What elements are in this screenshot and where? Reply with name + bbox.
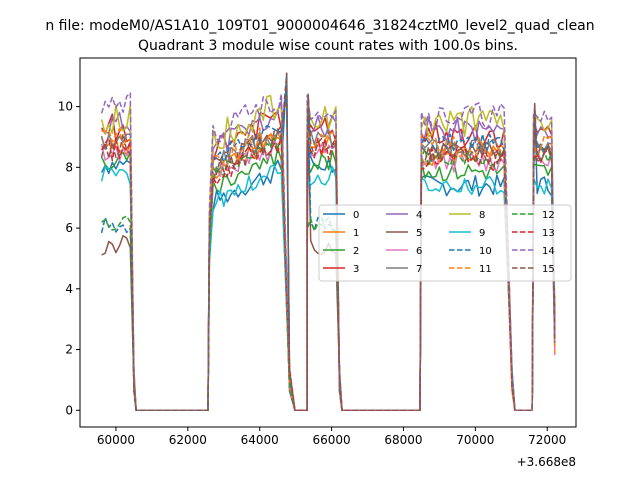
x-tick-label: 66000 [313,433,351,447]
series-line-10 [100,84,556,412]
y-tick-label: 4 [65,282,73,296]
legend-label: 5 [416,228,422,239]
legend-label: 7 [416,264,422,275]
x-tick-label: 64000 [241,433,279,447]
legend-label: 3 [353,264,359,275]
series-line-0 [100,72,556,412]
x-offset-label: +3.668e8 [517,455,576,469]
x-tick-label: 62000 [169,433,207,447]
x-axis: 60000 62000 64000 66000 68000 70000 72000 [97,427,566,447]
legend-label: 8 [479,210,485,221]
chart-title: Quadrant 3 module wise count rates with … [138,38,518,54]
y-tick-label: 8 [65,160,73,174]
series-line-9 [100,164,556,412]
legend-label: 6 [416,246,422,257]
y-axis: 0 2 4 6 8 10 [58,100,80,417]
series-layer [100,72,556,412]
series-line-15 [100,72,556,412]
legend-label: 2 [353,246,359,257]
series-line-13 [100,133,556,412]
y-tick-label: 10 [58,100,73,114]
axes-frame [79,57,577,428]
legend-label: 10 [479,246,492,257]
legend-label: 14 [542,246,555,257]
legend-box [318,204,572,282]
legend-label: 4 [416,210,422,221]
x-tick-label: 72000 [528,433,566,447]
legend-label: 9 [479,228,485,239]
legend-label: 12 [542,210,555,221]
series-line-14 [100,92,556,412]
y-tick-label: 2 [65,343,73,357]
legend-label: 0 [353,210,359,221]
y-tick-label: 0 [65,403,73,417]
x-tick-label: 68000 [384,433,422,447]
legend-label: 11 [479,264,492,275]
x-tick-label: 60000 [97,433,135,447]
series-line-11 [101,127,556,412]
series-line-8 [100,94,556,412]
y-tick-label: 6 [65,221,73,235]
figure-suptitle: n file: modeM0/AS1A10_109T01_9000004646_… [45,18,594,34]
x-tick-label: 70000 [456,433,494,447]
legend-label: 1 [353,228,359,239]
legend-label: 15 [542,264,555,275]
legend-label: 13 [542,228,555,239]
